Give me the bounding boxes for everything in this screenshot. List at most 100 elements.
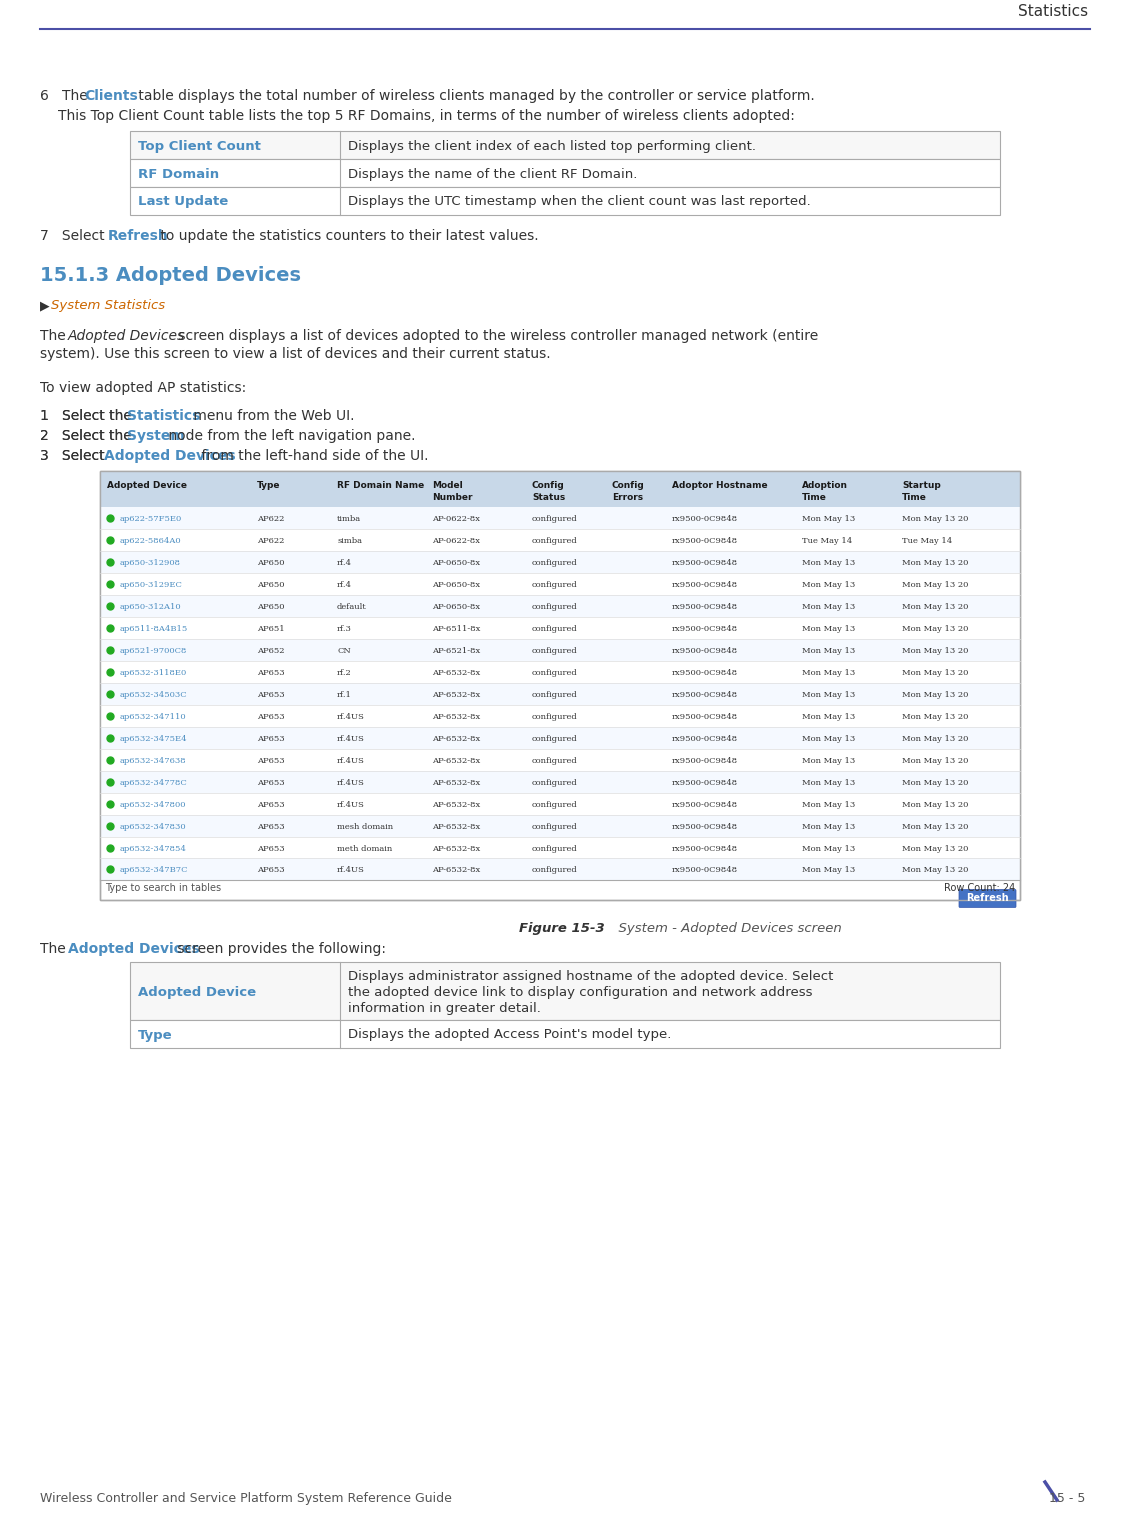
Text: ap6532-34503C: ap6532-34503C bbox=[120, 690, 188, 699]
Text: Displays administrator assigned hostname of the adopted device. Select: Displays administrator assigned hostname… bbox=[348, 971, 834, 983]
Text: Mon May 13 20: Mon May 13 20 bbox=[902, 602, 969, 611]
Text: configured: configured bbox=[532, 757, 578, 765]
Text: configured: configured bbox=[532, 625, 578, 633]
Text: System: System bbox=[127, 429, 184, 443]
Text: AP-6532-8x: AP-6532-8x bbox=[432, 669, 480, 677]
Text: Adopted Devices: Adopted Devices bbox=[68, 329, 186, 343]
Text: rf.4: rf.4 bbox=[338, 558, 352, 567]
Text: the adopted device link to display configuration and network address: the adopted device link to display confi… bbox=[348, 986, 812, 1000]
Text: menu from the Web UI.: menu from the Web UI. bbox=[189, 410, 354, 423]
Text: System Statistics: System Statistics bbox=[51, 299, 165, 313]
Text: rf.3: rf.3 bbox=[338, 625, 352, 633]
Text: Mon May 13: Mon May 13 bbox=[802, 558, 855, 567]
Bar bbox=[100, 529, 1020, 551]
Text: Time: Time bbox=[802, 493, 827, 502]
Text: 2   Select the: 2 Select the bbox=[40, 429, 136, 443]
Text: AP650: AP650 bbox=[256, 581, 285, 589]
Text: Refresh: Refresh bbox=[965, 894, 1008, 904]
Text: rx9500-0C9848: rx9500-0C9848 bbox=[672, 822, 738, 830]
Text: CN: CN bbox=[338, 646, 351, 655]
Text: Mon May 13 20: Mon May 13 20 bbox=[902, 757, 969, 765]
Text: RF Domain: RF Domain bbox=[138, 167, 219, 181]
Text: Mon May 13: Mon May 13 bbox=[802, 757, 855, 765]
Bar bbox=[100, 470, 1020, 901]
Bar bbox=[100, 748, 1020, 771]
Text: rx9500-0C9848: rx9500-0C9848 bbox=[672, 845, 738, 853]
Text: 15.1.3 Adopted Devices: 15.1.3 Adopted Devices bbox=[40, 265, 302, 285]
Text: screen provides the following:: screen provides the following: bbox=[173, 942, 386, 956]
Text: AP-0650-8x: AP-0650-8x bbox=[432, 602, 480, 611]
Bar bbox=[100, 617, 1020, 639]
Text: AP-0622-8x: AP-0622-8x bbox=[432, 514, 480, 523]
Text: rf.4: rf.4 bbox=[338, 581, 352, 589]
Text: configured: configured bbox=[532, 514, 578, 523]
Text: AP-6532-8x: AP-6532-8x bbox=[432, 801, 480, 809]
Text: rx9500-0C9848: rx9500-0C9848 bbox=[672, 646, 738, 655]
Bar bbox=[130, 159, 1000, 187]
Text: Displays the adopted Access Point's model type.: Displays the adopted Access Point's mode… bbox=[348, 1029, 672, 1041]
Bar bbox=[100, 815, 1020, 836]
Text: ap6511-8A4B15: ap6511-8A4B15 bbox=[120, 625, 188, 633]
Text: rx9500-0C9848: rx9500-0C9848 bbox=[672, 734, 738, 743]
Text: AP-0650-8x: AP-0650-8x bbox=[432, 581, 480, 589]
Text: ap622-57F5E0: ap622-57F5E0 bbox=[120, 514, 182, 523]
Text: Mon May 13 20: Mon May 13 20 bbox=[902, 669, 969, 677]
Text: ap6532-347B7C: ap6532-347B7C bbox=[120, 866, 189, 874]
Text: rx9500-0C9848: rx9500-0C9848 bbox=[672, 581, 738, 589]
Text: Last Update: Last Update bbox=[138, 196, 228, 208]
Text: rx9500-0C9848: rx9500-0C9848 bbox=[672, 669, 738, 677]
Bar bbox=[100, 573, 1020, 595]
Text: rx9500-0C9848: rx9500-0C9848 bbox=[672, 690, 738, 699]
Text: node from the left navigation pane.: node from the left navigation pane. bbox=[164, 429, 416, 443]
Text: 3   Select: 3 Select bbox=[40, 449, 109, 463]
Text: AP-0650-8x: AP-0650-8x bbox=[432, 558, 480, 567]
Text: rf.2: rf.2 bbox=[338, 669, 352, 677]
Text: rx9500-0C9848: rx9500-0C9848 bbox=[672, 558, 738, 567]
Text: rf.4US: rf.4US bbox=[338, 778, 364, 786]
Text: AP650: AP650 bbox=[256, 602, 285, 611]
Text: rx9500-0C9848: rx9500-0C9848 bbox=[672, 602, 738, 611]
Bar bbox=[130, 130, 1000, 159]
Text: ap6532-347830: ap6532-347830 bbox=[120, 822, 187, 830]
Text: Mon May 13 20: Mon May 13 20 bbox=[902, 558, 969, 567]
Text: rf.4US: rf.4US bbox=[338, 757, 364, 765]
Text: information in greater detail.: information in greater detail. bbox=[348, 1003, 541, 1015]
Text: Mon May 13 20: Mon May 13 20 bbox=[902, 581, 969, 589]
Text: AP653: AP653 bbox=[256, 778, 285, 786]
Text: ap6532-34778C: ap6532-34778C bbox=[120, 778, 188, 786]
Text: AP653: AP653 bbox=[256, 845, 285, 853]
Text: rf.4US: rf.4US bbox=[338, 713, 364, 721]
Bar bbox=[100, 660, 1020, 683]
Text: Row Count: 24: Row Count: 24 bbox=[944, 883, 1015, 894]
Text: timba: timba bbox=[338, 514, 361, 523]
Text: Mon May 13 20: Mon May 13 20 bbox=[902, 822, 969, 830]
Text: AP-6532-8x: AP-6532-8x bbox=[432, 845, 480, 853]
Text: rx9500-0C9848: rx9500-0C9848 bbox=[672, 713, 738, 721]
Text: system). Use this screen to view a list of devices and their current status.: system). Use this screen to view a list … bbox=[40, 347, 550, 361]
Text: Adoption: Adoption bbox=[802, 481, 848, 490]
Text: Mon May 13 20: Mon May 13 20 bbox=[902, 801, 969, 809]
Text: AP-6532-8x: AP-6532-8x bbox=[432, 734, 480, 743]
Text: ap6521-9700C8: ap6521-9700C8 bbox=[120, 646, 188, 655]
Text: ap650-3129EC: ap650-3129EC bbox=[120, 581, 183, 589]
Text: rx9500-0C9848: rx9500-0C9848 bbox=[672, 537, 738, 545]
FancyBboxPatch shape bbox=[958, 889, 1016, 907]
Bar bbox=[130, 962, 1000, 1021]
Text: Mon May 13 20: Mon May 13 20 bbox=[902, 778, 969, 786]
Text: Adopted Device: Adopted Device bbox=[138, 986, 256, 998]
Text: AP652: AP652 bbox=[256, 646, 285, 655]
Text: rx9500-0C9848: rx9500-0C9848 bbox=[672, 801, 738, 809]
Text: AP653: AP653 bbox=[256, 713, 285, 721]
Text: configured: configured bbox=[532, 866, 578, 874]
Text: Adoptor Hostname: Adoptor Hostname bbox=[672, 481, 767, 490]
Text: ap650-312A10: ap650-312A10 bbox=[120, 602, 181, 611]
Text: System - Adopted Devices screen: System - Adopted Devices screen bbox=[610, 922, 842, 936]
Text: To view adopted AP statistics:: To view adopted AP statistics: bbox=[40, 381, 246, 394]
Text: simba: simba bbox=[338, 537, 362, 545]
Bar bbox=[130, 1021, 1000, 1048]
Text: 7   Select: 7 Select bbox=[40, 229, 109, 243]
Text: AP653: AP653 bbox=[256, 734, 285, 743]
Text: configured: configured bbox=[532, 646, 578, 655]
Text: Wireless Controller and Service Platform System Reference Guide: Wireless Controller and Service Platform… bbox=[40, 1493, 452, 1505]
Text: Mon May 13 20: Mon May 13 20 bbox=[902, 646, 969, 655]
